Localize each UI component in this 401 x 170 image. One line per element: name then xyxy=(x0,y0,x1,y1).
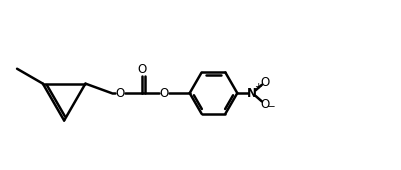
Text: −: − xyxy=(266,102,275,112)
Text: O: O xyxy=(260,75,269,89)
Text: O: O xyxy=(115,87,125,100)
Text: O: O xyxy=(260,98,269,111)
Text: O: O xyxy=(137,63,146,76)
Text: N: N xyxy=(247,87,257,100)
Text: O: O xyxy=(159,87,168,100)
Text: +: + xyxy=(253,82,261,91)
